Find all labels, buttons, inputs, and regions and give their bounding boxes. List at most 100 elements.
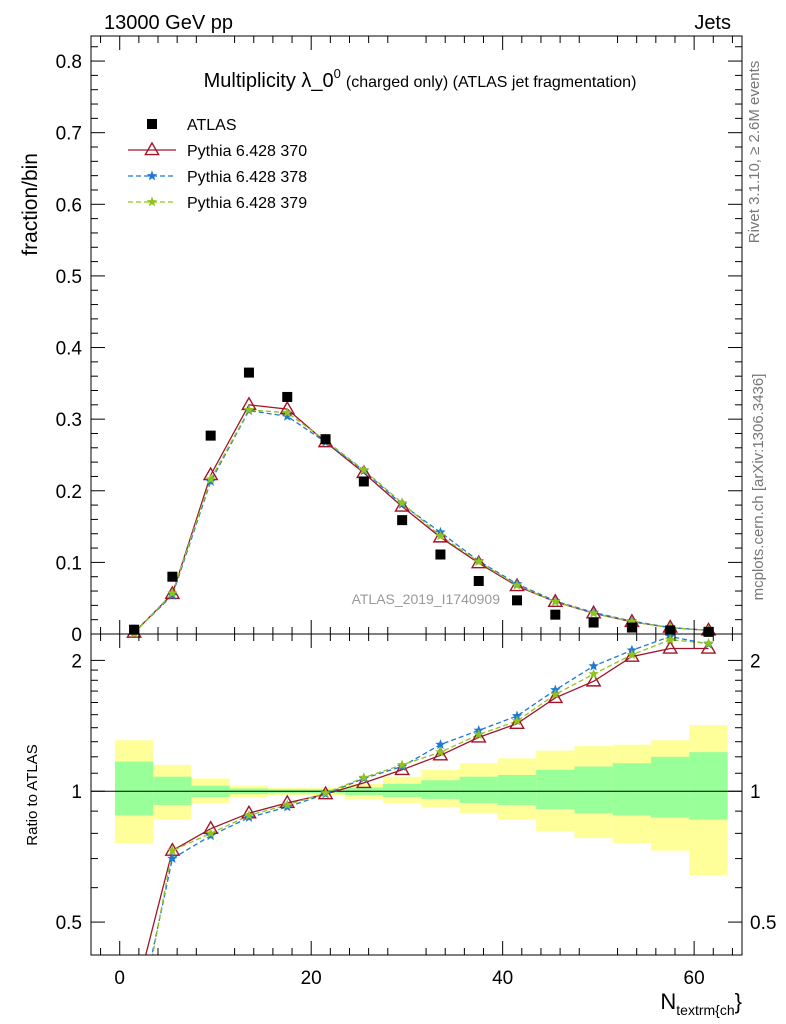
x-tick-label: 40 <box>492 968 513 989</box>
main-y-ticks: 0 0.1 0.2 0.3 0.4 0.5 0.6 0.7 0.8 <box>56 46 742 646</box>
analysis-id-label: ATLAS_2019_I1740909 <box>352 591 501 607</box>
ratio-y-axis-label: Ratio to ATLAS <box>24 744 41 845</box>
main-data-series-0-point <box>550 609 561 620</box>
ratio-series-0-point <box>509 715 525 729</box>
ratio-series-2-point <box>550 688 561 699</box>
main-y-tick-label: 0.2 <box>56 482 82 503</box>
ratio-series-0-point <box>127 994 140 1006</box>
main-data-layer <box>126 367 717 638</box>
main-data-series-0-point <box>358 476 369 487</box>
ratio-y-tick-label: 2 <box>71 651 82 672</box>
ratio-series-2-point <box>473 729 484 739</box>
main-data-series-0-point <box>205 430 216 441</box>
legend-label: Pythia 6.428 370 <box>187 143 307 160</box>
main-mc-series-2-point <box>435 530 446 541</box>
main-mc-series-2-point <box>243 404 255 415</box>
main-mc-series-2-line <box>133 409 709 634</box>
ratio-series-0-line <box>145 647 709 955</box>
legend-marker <box>146 170 158 181</box>
ratio-y-tick-label: 1 <box>71 782 82 803</box>
ratio-band-inner <box>459 776 498 803</box>
main-data-series-0-point <box>626 622 637 633</box>
x-tick-label: 20 <box>301 968 322 989</box>
ratio-series-1-point <box>435 739 446 750</box>
x-axis-label: Ntextrm{ch} <box>660 989 742 1018</box>
main-y-tick-label: 0.4 <box>56 339 83 360</box>
main-y-tick-label: 0.3 <box>56 410 82 431</box>
mcplots-label: mcplots.cern.ch [arXiv:1306.3436] <box>750 374 767 601</box>
main-x-ticks <box>100 36 733 634</box>
main-data-series-0-point <box>703 626 714 637</box>
x-tick-label: 0 <box>114 968 125 989</box>
legend-marker <box>144 141 160 156</box>
ratio-series-2-point <box>358 772 370 782</box>
ratio-band-inner <box>382 783 422 797</box>
main-data-series-0-point <box>512 595 523 606</box>
ratio-series-1-point <box>588 660 599 671</box>
ratio-band-inner <box>114 761 154 816</box>
main-mc-series-2-point <box>626 616 638 627</box>
ratio-uncertainty-bands <box>114 725 728 876</box>
legend-marker <box>147 119 157 129</box>
main-data-series-0-point <box>167 571 178 582</box>
main-y-tick-label: 0.8 <box>56 52 82 73</box>
ratio-band-inner <box>536 769 575 810</box>
main-data-series-0-point <box>473 576 484 587</box>
ratio-series-2-point <box>511 715 523 726</box>
main-y-tick-label: 0.6 <box>56 195 82 216</box>
ratio-series-2-point <box>703 637 714 648</box>
ratio-series-2-point <box>167 845 178 856</box>
ratio-series-2-point <box>282 799 293 810</box>
ratio-series-0-point <box>432 746 449 761</box>
main-mc-series-2-point <box>550 596 561 607</box>
ratio-series-0-point <box>547 689 564 704</box>
main-data-series-0-point <box>282 391 293 402</box>
legend-label: ATLAS <box>187 117 237 134</box>
main-data-series-0-point <box>435 549 446 560</box>
legend-label: Pythia 6.428 379 <box>187 195 307 212</box>
ratio-y-tick-label: 0.5 <box>56 913 82 934</box>
ratio-band-inner <box>497 774 537 805</box>
ratio-series-0-point <box>585 672 602 687</box>
ratio-series-0-point <box>394 761 411 776</box>
ratio-y-tick-label-right: 1 <box>750 782 761 803</box>
ratio-series-1-line <box>151 635 709 955</box>
ratio-series-1-point <box>511 710 523 721</box>
main-panel: 0 0.1 0.2 0.3 0.4 0.5 0.6 0.7 0.8 fraction/bin M… <box>19 35 743 646</box>
ratio-series-2-point <box>243 809 255 820</box>
main-y-tick-label: 0 <box>71 625 82 646</box>
main-data-series-0-point <box>397 515 408 526</box>
main-mc-series-2-point <box>167 587 178 598</box>
main-mc-series-2-point <box>282 407 293 418</box>
chart-title: Multiplicity λ_00 (charged only) (ATLAS j… <box>204 66 637 92</box>
legend-marker <box>146 196 158 207</box>
ratio-series-2-point <box>320 787 331 798</box>
ratio-band-inner <box>612 763 652 816</box>
ratio-band-inner <box>574 766 613 814</box>
ratio-y-ticks: 0.5 0.5 1 1 2 2 <box>56 651 777 934</box>
ratio-frame <box>90 633 743 956</box>
main-data-series-0-point <box>588 617 599 628</box>
main-mc-series-2-point <box>511 579 523 590</box>
x-axis-label-close: } <box>735 989 742 1014</box>
energy-label: 13000 GeV pp <box>104 12 233 34</box>
main-mc-series-0-point <box>470 554 487 569</box>
main-mc-series-0-point <box>394 498 411 512</box>
ratio-series-0-point <box>624 648 640 662</box>
ratio-series-2-point <box>665 634 676 645</box>
ratio-band-inner <box>689 752 728 820</box>
ratio-y-tick-label-right: 0.5 <box>750 913 776 934</box>
main-mc-series-2-point <box>473 556 484 567</box>
x-tick-label: 60 <box>684 968 705 989</box>
ratio-y-tick-label-right: 2 <box>750 651 761 672</box>
x-axis-label-main: N <box>660 989 676 1014</box>
main-mc-series-0-point <box>432 528 449 543</box>
main-mc-series-2-point <box>358 464 370 475</box>
main-y-tick-label: 0.5 <box>56 267 82 288</box>
ratio-series-2-point <box>435 746 446 757</box>
title-main: Multiplicity λ_0 <box>204 70 334 92</box>
ratio-series-1-point <box>167 853 178 863</box>
ratio-x-ticks: 0 20 40 60 <box>100 634 733 989</box>
legend-label: Pythia 6.428 378 <box>187 169 307 186</box>
